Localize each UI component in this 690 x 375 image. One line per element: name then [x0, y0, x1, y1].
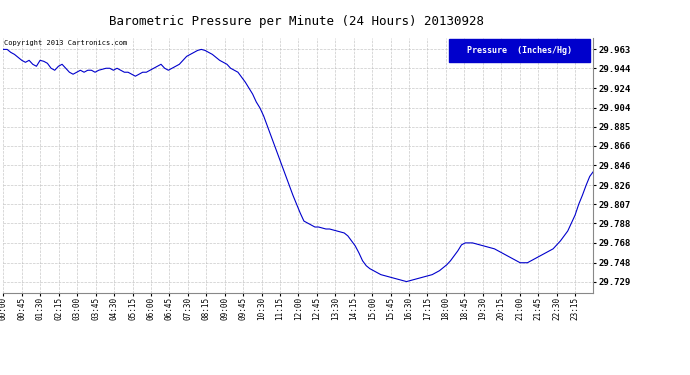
Text: Barometric Pressure per Minute (24 Hours) 20130928: Barometric Pressure per Minute (24 Hours… [109, 15, 484, 28]
Text: Pressure  (Inches/Hg): Pressure (Inches/Hg) [467, 46, 572, 55]
Text: Copyright 2013 Cartronics.com: Copyright 2013 Cartronics.com [4, 40, 127, 46]
FancyBboxPatch shape [449, 39, 591, 62]
